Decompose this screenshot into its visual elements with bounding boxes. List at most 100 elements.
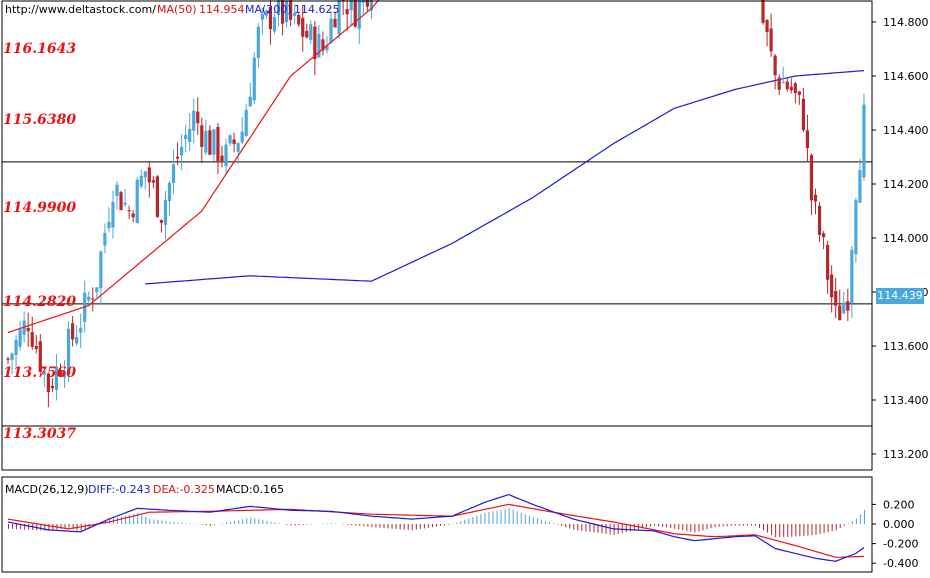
candle-body [797, 91, 801, 95]
candle-body [34, 346, 38, 350]
candle-body [71, 323, 75, 340]
candle-body [276, 0, 281, 16]
candle-body [272, 16, 277, 32]
candle-body [821, 233, 826, 238]
candle-body [200, 125, 204, 147]
candle-body [280, 0, 285, 24]
candle-body [58, 370, 63, 376]
candle-body [175, 156, 180, 159]
source-url: http://www.deltastock.com/ [5, 3, 156, 16]
macd-value: MACD:0.165 [216, 483, 285, 496]
candle-body [6, 358, 10, 360]
ma200-value: 114.625 [294, 3, 340, 16]
candle-body [30, 332, 34, 347]
candle-body [769, 28, 773, 52]
candle-body [127, 210, 131, 212]
price-tick-label: 113.600 [883, 340, 929, 353]
candle-body [155, 176, 159, 217]
macd-name: MACD(26,12,9) [5, 483, 89, 496]
candle-body [846, 301, 850, 311]
price-tick-label: 114.800 [883, 16, 929, 29]
candle-body [184, 135, 188, 140]
candle-body [62, 371, 67, 378]
candle-body [204, 130, 208, 153]
candle-body [151, 180, 155, 183]
candle-body [192, 110, 196, 131]
candle-body [305, 30, 309, 38]
candle-body [10, 353, 14, 360]
candle-body [293, 13, 297, 16]
current-price-box: 114.439 [876, 288, 924, 304]
candle-body [159, 220, 164, 223]
candle-body [54, 366, 59, 390]
ma50-layer [7, 0, 380, 334]
macd-layer [7, 493, 865, 562]
ma50-value: 114.954 [199, 3, 245, 16]
candle-body [123, 202, 127, 205]
macd-tick-label: 0.000 [883, 518, 915, 531]
candle-body [50, 385, 55, 389]
candle-body [309, 24, 313, 40]
macd-tick-label: -0.400 [883, 557, 918, 570]
candle-body [785, 81, 789, 90]
candle-body [761, 0, 765, 23]
candle-body [773, 55, 777, 76]
candle-body [252, 57, 256, 101]
candle-body [135, 179, 139, 224]
ma200-layer [145, 70, 865, 285]
candle-body [119, 192, 123, 211]
fib-label-3: 114.9900 [3, 200, 77, 216]
candle-body [333, 18, 337, 28]
candle-body [99, 251, 103, 289]
candle-body [838, 305, 842, 321]
macd-diff: DIFF:-0.243 [88, 483, 151, 496]
candle-body [264, 10, 269, 16]
candle-body [46, 373, 50, 393]
candle-body [212, 129, 216, 155]
candle-body [240, 131, 244, 143]
candle-body [208, 130, 212, 155]
candle-body [793, 83, 797, 94]
candle-body [163, 199, 168, 225]
candle-body [801, 98, 805, 131]
macd-dea-line [7, 503, 865, 558]
candle-body [765, 20, 769, 33]
candle-body [337, 0, 341, 34]
price-tick-label: 114.400 [883, 124, 929, 137]
candle-body [781, 82, 785, 84]
candle-body [42, 371, 46, 375]
macd-tick-label: 0.200 [883, 498, 915, 511]
candle-body [349, 0, 353, 11]
candles-layer [6, 0, 866, 408]
macd-tick-label: -0.200 [883, 538, 918, 551]
candle-body [826, 244, 830, 280]
candle-body [216, 126, 220, 163]
candle-body [111, 201, 115, 228]
fib-lines-layer [2, 161, 872, 427]
candle-body [789, 86, 793, 91]
price-tick-label: 113.200 [883, 448, 929, 461]
candle-body [325, 45, 329, 51]
candle-body [107, 221, 111, 229]
candle-body [18, 329, 22, 347]
candle-body [95, 287, 99, 292]
candle-body [188, 128, 192, 142]
candle-body [345, 8, 349, 15]
candle-body [809, 155, 814, 201]
candle-body [777, 77, 781, 90]
candle-body [317, 33, 321, 58]
candle-body [66, 328, 71, 375]
candle-body [858, 170, 862, 203]
candle-body [830, 274, 834, 298]
candle-body [805, 130, 810, 149]
candle-body [244, 109, 248, 137]
fib-label-4: 114.2820 [3, 294, 77, 310]
candle-body [91, 298, 95, 300]
fib-label-2: 115.6380 [3, 112, 77, 128]
candle-body [260, 14, 264, 20]
candle-body [26, 327, 30, 332]
macd-diff-line [7, 493, 865, 562]
candle-body [313, 26, 317, 60]
